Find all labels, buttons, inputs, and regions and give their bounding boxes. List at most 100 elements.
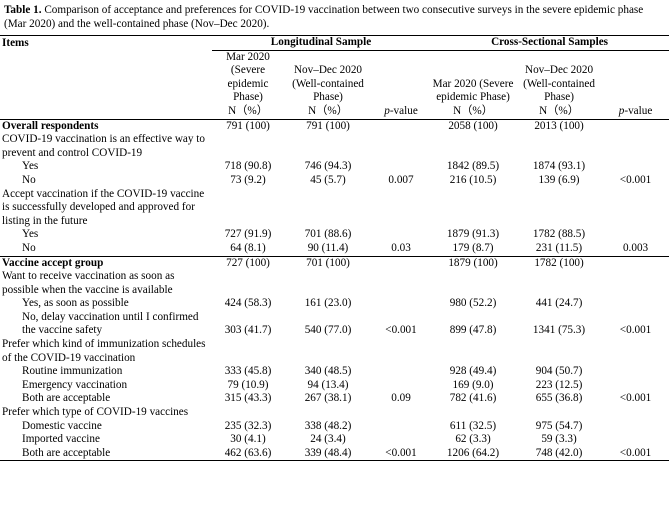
cell: 424 (58.3) — [224, 297, 272, 310]
cell: 64 (8.1) — [212, 241, 284, 257]
header-phase: Nov–Dec 2020 (Well-contained Phase) — [523, 64, 595, 104]
row-label: Accept vaccination if the COVID-19 vacci… — [2, 187, 205, 227]
cell — [212, 188, 669, 229]
cell — [372, 160, 430, 174]
cell — [602, 256, 669, 270]
table-row: Routine immunization 333 (45.8) 340 (48.5)… — [0, 365, 669, 379]
row-label: Routine immunization — [22, 365, 123, 378]
cell: 79 (10.9) — [227, 378, 269, 391]
cell: 655 (36.8) — [535, 392, 583, 405]
cell: 791 (100) — [306, 119, 350, 132]
row-label: Both are acceptable — [0, 446, 212, 462]
cell: 701 (100) — [306, 256, 350, 269]
row-label: Yes — [22, 228, 39, 241]
table-row: COVID-19 vaccination is an effective way… — [0, 133, 669, 160]
cell: 1874 (93.1) — [532, 160, 586, 173]
cell — [212, 270, 669, 297]
cell: 1782 (100) — [534, 256, 584, 269]
cell: 235 (32.3) — [224, 419, 272, 432]
cell: 338 (48.2) — [304, 419, 352, 432]
unit-rest: -value — [389, 104, 418, 117]
row-label: Yes, as soon as possible — [22, 297, 129, 310]
caption-text: Comparison of acceptance and preferences… — [4, 4, 644, 30]
unit-italic: p — [384, 104, 390, 117]
caption: Table 1. Comparison of acceptance and pr… — [4, 3, 665, 31]
cell — [212, 133, 669, 160]
cell: 2058 (100) — [448, 119, 498, 132]
cell — [372, 256, 430, 270]
row-label: COVID-19 vaccination is an effective way… — [2, 133, 205, 159]
table-row: Yes 718 (90.8) 746 (94.3) 1842 (89.5) 1874 (… — [0, 160, 669, 174]
cell — [602, 365, 669, 379]
header-group: Cross-Sectional Samples — [430, 35, 669, 51]
table-row: Vaccine accept group 727 (100) 701 (100) 18… — [0, 256, 669, 270]
cell: 94 (13.4) — [307, 378, 349, 391]
table-row: No 64 (8.1) 90 (11.4) 0.03 179 (8.7) 231 (11.… — [0, 241, 669, 257]
cell: 611 (32.5) — [449, 419, 497, 432]
cell: 223 (12.5) — [535, 378, 583, 391]
table-row: No, delay vaccination until I confirmed … — [0, 311, 669, 338]
table-row: Want to receive vaccination as soon as p… — [0, 270, 669, 297]
cell: 30 (4.1) — [230, 433, 266, 446]
cell: 980 (52.2) — [449, 297, 497, 310]
row-label: Prefer which kind of immunization schedu… — [2, 338, 206, 364]
cell: <0.001 — [602, 446, 669, 462]
header-items: Items — [0, 35, 212, 51]
row-label: Both are acceptable — [22, 392, 111, 405]
row-label: Emergency vaccination — [22, 378, 128, 391]
cell — [602, 379, 669, 393]
header-row: Items Longitudinal Sample Cross-Sectiona… — [0, 35, 669, 51]
cell — [602, 228, 669, 242]
cell — [212, 406, 669, 420]
cell: 0.09 — [391, 392, 411, 405]
cell: 718 (90.8) — [224, 160, 272, 173]
cell — [602, 119, 669, 133]
header-unit: N（%） — [516, 104, 603, 120]
cell: 161 (23.0) — [304, 297, 352, 310]
cell: 727 (100) — [226, 256, 270, 269]
row-label: Yes — [22, 160, 39, 173]
cell: 0.03 — [372, 241, 431, 257]
cell — [0, 104, 212, 120]
cell: 928 (49.4) — [449, 365, 497, 378]
unit-rest: -value — [624, 104, 653, 117]
cell: 303 (41.7) — [224, 324, 272, 337]
cell: 0.007 — [388, 173, 414, 186]
cell: <0.001 — [619, 173, 652, 186]
header-phase: Mar 2020 (Severe epidemic Phase) — [226, 50, 270, 104]
cell: 231 (11.5) — [516, 241, 603, 257]
cell: 899 (47.8) — [449, 324, 497, 337]
cell: 975 (54.7) — [535, 419, 583, 432]
cell — [602, 433, 669, 447]
row-label: Want to receive vaccination as soon as p… — [2, 270, 175, 296]
header-unit: N（%） — [212, 104, 284, 120]
header-group: Longitudinal Sample — [212, 35, 431, 51]
cell — [372, 433, 430, 447]
page: Table 1. Comparison of acceptance and pr… — [0, 3, 669, 522]
cell: 24 (3.4) — [310, 433, 346, 446]
row-label: Overall respondents — [2, 119, 99, 132]
table-row: Both are acceptable 315 (43.3) 267 (38.1) 0… — [0, 392, 669, 406]
header-unit: p-value — [602, 104, 669, 120]
row-label: Prefer which type of COVID-19 vaccines — [2, 406, 189, 419]
table-row: Emergency vaccination 79 (10.9) 94 (13.4) 1… — [0, 379, 669, 393]
cell — [0, 50, 212, 105]
cell: 748 (42.0) — [516, 446, 603, 462]
cell: <0.001 — [372, 446, 431, 462]
cell: 340 (48.5) — [304, 365, 352, 378]
cell — [372, 365, 430, 379]
cell: 746 (94.3) — [304, 160, 352, 173]
table-row: Overall respondents 791 (100) 791 (100) 205… — [0, 119, 669, 133]
row-label: No, delay vaccination until I confirmed … — [22, 310, 199, 337]
cell: 45 (5.7) — [310, 173, 346, 186]
cell: 339 (48.4) — [284, 446, 372, 462]
cell: 782 (41.6) — [449, 392, 497, 405]
cell: 59 (3.3) — [541, 433, 577, 446]
cell — [602, 297, 669, 311]
cell: 179 (8.7) — [430, 241, 517, 257]
header-phase: Mar 2020 (Severe epidemic Phase) — [432, 77, 514, 104]
table-row: No 73 (9.2) 45 (5.7) 0.007 216 (10.5) 139 (6.… — [0, 174, 669, 188]
cell: 441 (24.7) — [535, 297, 583, 310]
unit-italic: p — [618, 104, 625, 117]
table-row: Both are acceptable 462 (63.6) 339 (48.4) <… — [0, 446, 669, 462]
